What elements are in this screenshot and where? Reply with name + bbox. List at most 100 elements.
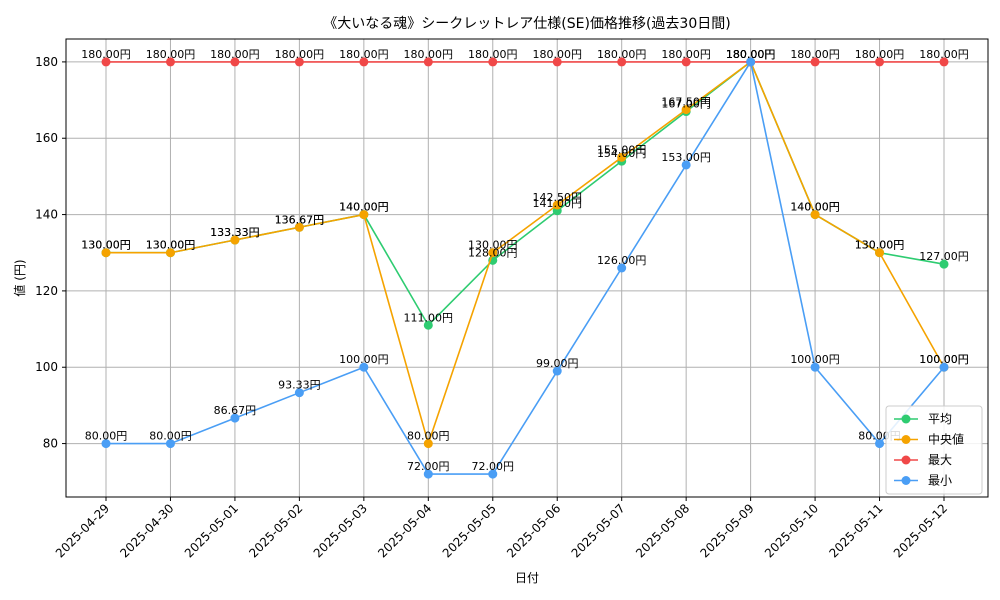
- data-point: [165, 439, 175, 449]
- x-tick-label: 2025-04-30: [117, 501, 176, 560]
- data-label: 141.00円: [532, 197, 582, 210]
- x-tick-label: 2025-05-01: [182, 501, 241, 560]
- data-label: 180.00円: [726, 48, 776, 61]
- series-group: [101, 57, 949, 479]
- y-tick-label: 180: [35, 55, 58, 69]
- data-point: [617, 152, 627, 162]
- grid: [66, 39, 988, 497]
- data-point: [230, 57, 240, 67]
- legend-swatch-marker: [901, 435, 911, 444]
- data-point: [875, 57, 885, 67]
- data-point: [939, 57, 949, 67]
- data-label: 180.00円: [210, 48, 260, 61]
- data-label: 180.00円: [790, 48, 840, 61]
- data-point: [165, 248, 175, 258]
- series-line: [106, 59, 945, 475]
- legend-entry: 最大: [928, 453, 952, 467]
- data-label: 153.00円: [661, 151, 711, 164]
- data-label: 130.00円: [855, 239, 905, 252]
- legend-entry: 平均: [928, 412, 952, 426]
- x-axis-label: 日付: [515, 571, 539, 585]
- data-point: [810, 210, 820, 220]
- x-tick-label: 2025-05-09: [698, 501, 757, 560]
- y-tick-label: 100: [35, 360, 58, 374]
- data-point: [681, 160, 691, 170]
- data-point: [488, 57, 498, 67]
- data-point: [746, 57, 756, 67]
- x-tick-label: 2025-05-04: [375, 501, 434, 560]
- data-label: 180.00円: [855, 48, 905, 61]
- data-point: [939, 259, 949, 269]
- data-label: 167.50円: [661, 96, 711, 109]
- x-tick-label: 2025-05-05: [440, 501, 499, 560]
- data-label: 130.00円: [81, 239, 131, 252]
- data-point: [423, 57, 433, 67]
- data-label: 140.00円: [339, 201, 389, 214]
- data-label: 80.00円: [407, 430, 450, 443]
- x-tick-label: 2025-04-29: [53, 501, 112, 560]
- legend-swatch-marker: [901, 455, 911, 465]
- data-label: 180.00円: [146, 48, 196, 61]
- data-point: [617, 57, 627, 67]
- plot-frame: [65, 38, 989, 498]
- y-tick-label: 80: [43, 437, 58, 451]
- data-label: 128.00円: [468, 246, 518, 259]
- data-label: 140.00円: [339, 201, 389, 214]
- data-point: [165, 57, 175, 67]
- series-line: [106, 60, 945, 327]
- data-label: 130.00円: [468, 239, 518, 252]
- data-point: [294, 222, 304, 232]
- data-point: [423, 320, 433, 330]
- x-tick-label: 2025-05-06: [504, 501, 563, 560]
- data-label: 140.00円: [790, 201, 840, 214]
- data-label: 180.00円: [919, 48, 969, 61]
- data-point: [552, 200, 562, 210]
- data-point: [939, 362, 949, 372]
- data-label: 140.00円: [790, 201, 840, 214]
- data-label: 100.00円: [919, 353, 969, 366]
- data-labels: 130.00円 130.00円 133.33円 136.67円 140.00円 111.0…: [81, 48, 969, 473]
- legend-entry: 最小: [928, 474, 952, 488]
- data-label: 180.00円: [81, 48, 131, 61]
- x-tick-label: 2025-05-08: [633, 501, 692, 560]
- data-point: [294, 57, 304, 67]
- data-label: 155.00円: [597, 143, 647, 156]
- x-tick-label: 2025-05-11: [826, 501, 885, 560]
- x-tick-label: 2025-05-07: [569, 501, 628, 560]
- data-label: 180.00円: [404, 48, 454, 61]
- x-tick-label: 2025-05-12: [891, 501, 950, 560]
- data-label: 136.67円: [275, 213, 325, 226]
- data-label: 72.00円: [407, 460, 450, 473]
- x-tick-label: 2025-05-03: [311, 501, 370, 560]
- data-label: 180.00円: [726, 48, 776, 61]
- data-label: 180.00円: [726, 48, 776, 61]
- data-label: 130.00円: [855, 239, 905, 252]
- data-point: [230, 413, 240, 423]
- x-tick-label: 2025-05-10: [762, 501, 821, 560]
- data-point: [617, 263, 627, 273]
- data-point: [810, 57, 820, 67]
- data-label: 180.00円: [532, 48, 582, 61]
- data-label: 126.00円: [597, 254, 647, 267]
- y-tick-label: 120: [35, 284, 58, 298]
- data-point: [101, 248, 111, 258]
- data-point: [552, 57, 562, 67]
- y-tick-label: 160: [35, 131, 58, 145]
- data-label: 180.00円: [597, 48, 647, 61]
- legend-swatch-marker: [901, 476, 911, 485]
- data-label: 93.33円: [278, 379, 321, 392]
- data-label: 180.00円: [726, 48, 776, 61]
- data-label: 130.00円: [146, 239, 196, 252]
- data-label: 100.00円: [339, 353, 389, 366]
- data-label: 99.00円: [536, 357, 579, 370]
- data-label: 167.00円: [661, 98, 711, 111]
- data-point: [359, 362, 369, 372]
- data-point: [681, 57, 691, 67]
- legend-box: [885, 405, 983, 495]
- data-point: [359, 57, 369, 67]
- y-tick-label: 140: [35, 208, 58, 222]
- data-point: [230, 235, 240, 245]
